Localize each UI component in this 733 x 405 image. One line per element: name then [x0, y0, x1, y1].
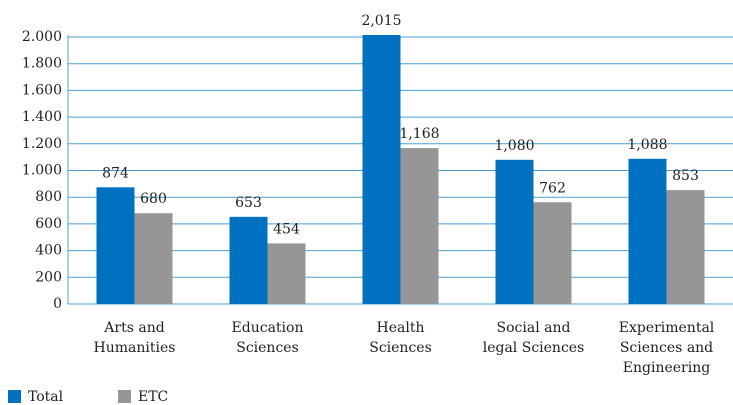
value-label: 1,168 — [399, 126, 439, 142]
value-label: 1,080 — [494, 138, 534, 154]
y-tick-label: 1.400 — [22, 109, 62, 125]
value-label: 653 — [235, 195, 262, 211]
x-tick-label: Humanities — [94, 340, 176, 356]
value-label: 2,015 — [361, 13, 401, 29]
bar — [96, 187, 135, 304]
x-tick-label: Sciences — [369, 340, 432, 356]
x-tick-label: Sciences and — [620, 340, 713, 356]
y-tick-label: 200 — [35, 269, 62, 285]
y-tick-label: 1.200 — [22, 136, 62, 152]
x-tick-label: legal Sciences — [483, 340, 585, 356]
value-label: 762 — [539, 180, 566, 196]
y-tick-label: 400 — [35, 243, 62, 259]
legend-swatch — [118, 390, 131, 403]
bar — [267, 243, 306, 304]
bar — [533, 202, 572, 304]
x-tick-label: Arts and — [103, 320, 164, 336]
value-label: 454 — [273, 221, 300, 237]
bar — [134, 213, 173, 304]
y-tick-label: 600 — [35, 216, 62, 232]
bar — [495, 159, 534, 304]
bar — [666, 190, 705, 304]
y-tick-label: 2.000 — [22, 29, 62, 45]
x-tick-label: Health — [377, 320, 425, 336]
x-tick-label: Education — [232, 320, 304, 336]
bar — [400, 148, 439, 304]
bar — [628, 158, 667, 304]
y-tick-label: 1.800 — [22, 56, 62, 72]
value-label: 1,088 — [627, 137, 667, 153]
y-tick-label: 800 — [35, 189, 62, 205]
legend-swatch — [8, 390, 21, 403]
value-label: 680 — [140, 191, 167, 207]
y-tick-label: 1.600 — [22, 82, 62, 98]
x-tick-label: Engineering — [623, 360, 710, 376]
legend-label: ETC — [138, 389, 168, 405]
x-tick-label: Experimental — [619, 320, 715, 336]
x-tick-label: Sciences — [236, 340, 299, 356]
value-label: 874 — [102, 165, 129, 181]
bar — [229, 216, 268, 304]
y-tick-label: 0 — [53, 296, 62, 312]
legend-label: Total — [28, 389, 64, 405]
value-label: 853 — [672, 168, 699, 184]
y-tick-label: 1.000 — [22, 163, 62, 179]
bar — [362, 34, 401, 305]
x-tick-label: Social and — [497, 320, 571, 336]
